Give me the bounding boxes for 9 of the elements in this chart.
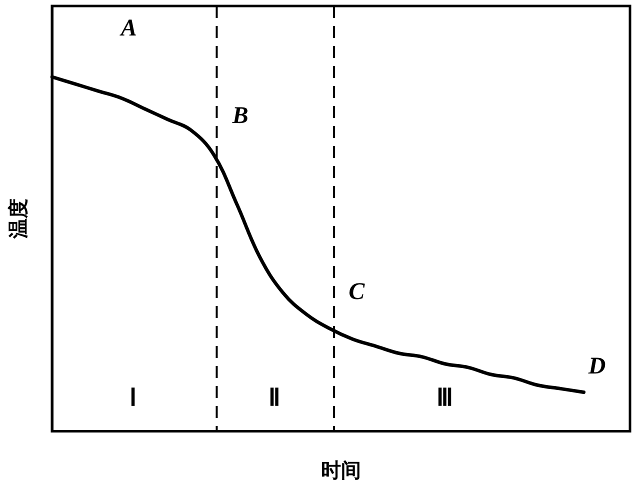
annotation: C [348,279,366,306]
x-axis-title: 时间 [321,458,361,482]
annotation: D [587,354,606,380]
annotation: Ⅰ [129,386,136,412]
annotation: Ⅱ [268,386,281,412]
y-axis-title: 温度 [6,198,30,240]
annotation: Ⅲ [436,386,454,412]
annotation: B [231,102,248,129]
text: A [118,16,137,42]
